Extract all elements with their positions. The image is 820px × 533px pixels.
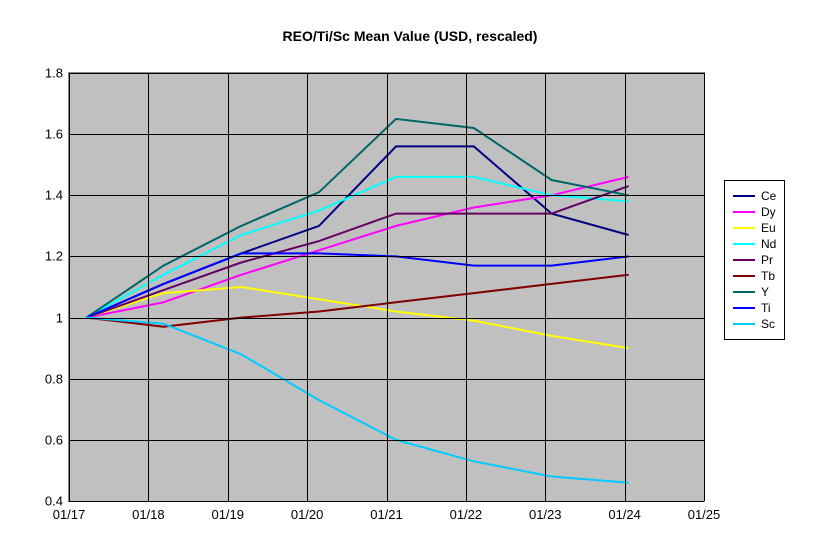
legend-swatch xyxy=(733,243,755,245)
gridline-vertical xyxy=(69,73,70,501)
legend-item-y: Y xyxy=(733,285,776,299)
legend-label: Tb xyxy=(761,269,775,283)
gridline-vertical xyxy=(466,73,467,501)
x-tick-label: 01/24 xyxy=(608,507,641,522)
legend-item-eu: Eu xyxy=(733,221,776,235)
plot-area: 0.40.60.811.21.41.61.801/1701/1801/1901/… xyxy=(68,72,705,502)
gridline-vertical xyxy=(307,73,308,501)
legend-label: Sc xyxy=(761,317,775,331)
legend-swatch xyxy=(733,211,755,213)
x-tick-label: 01/18 xyxy=(132,507,165,522)
x-tick-label: 01/21 xyxy=(370,507,403,522)
y-tick-label: 1.4 xyxy=(45,188,63,203)
gridline-vertical xyxy=(545,73,546,501)
legend-item-pr: Pr xyxy=(733,253,776,267)
legend-label: Nd xyxy=(761,237,776,251)
y-tick-label: 1.2 xyxy=(45,249,63,264)
gridline-vertical xyxy=(148,73,149,501)
legend-item-nd: Nd xyxy=(733,237,776,251)
gridline-vertical xyxy=(228,73,229,501)
legend: Ce Dy Eu Nd Pr Tb Y Ti Sc xyxy=(724,180,785,340)
legend-item-ce: Ce xyxy=(733,189,776,203)
y-tick-label: 1 xyxy=(56,310,63,325)
y-tick-label: 0.6 xyxy=(45,432,63,447)
series-line-sc xyxy=(87,318,629,483)
legend-label: Eu xyxy=(761,221,776,235)
legend-swatch xyxy=(733,323,755,325)
legend-label: Dy xyxy=(761,205,776,219)
x-tick-label: 01/17 xyxy=(53,507,86,522)
x-tick-label: 01/23 xyxy=(529,507,562,522)
series-line-dy xyxy=(87,177,629,318)
x-tick-label: 01/19 xyxy=(211,507,244,522)
legend-label: Ce xyxy=(761,189,776,203)
legend-swatch xyxy=(733,195,755,197)
legend-swatch xyxy=(733,259,755,261)
legend-swatch xyxy=(733,227,755,229)
legend-swatch xyxy=(733,291,755,293)
legend-item-ti: Ti xyxy=(733,301,776,315)
gridline-vertical xyxy=(625,73,626,501)
series-line-nd xyxy=(87,177,629,318)
y-tick-label: 0.8 xyxy=(45,371,63,386)
y-tick-label: 1.6 xyxy=(45,127,63,142)
x-tick-label: 01/22 xyxy=(450,507,483,522)
x-tick-label: 01/20 xyxy=(291,507,324,522)
chart-container: REO/Ti/Sc Mean Value (USD, rescaled) 0.4… xyxy=(0,0,820,533)
gridline-horizontal xyxy=(69,501,704,502)
chart-title: REO/Ti/Sc Mean Value (USD, rescaled) xyxy=(0,28,820,44)
x-tick-label: 01/25 xyxy=(688,507,721,522)
legend-item-dy: Dy xyxy=(733,205,776,219)
legend-swatch xyxy=(733,307,755,309)
y-tick-label: 1.8 xyxy=(45,66,63,81)
legend-label: Ti xyxy=(761,301,771,315)
legend-swatch xyxy=(733,275,755,277)
legend-label: Y xyxy=(761,285,769,299)
series-line-pr xyxy=(87,186,629,318)
legend-item-tb: Tb xyxy=(733,269,776,283)
gridline-vertical xyxy=(387,73,388,501)
legend-label: Pr xyxy=(761,253,773,267)
legend-item-sc: Sc xyxy=(733,317,776,331)
gridline-vertical xyxy=(704,73,705,501)
